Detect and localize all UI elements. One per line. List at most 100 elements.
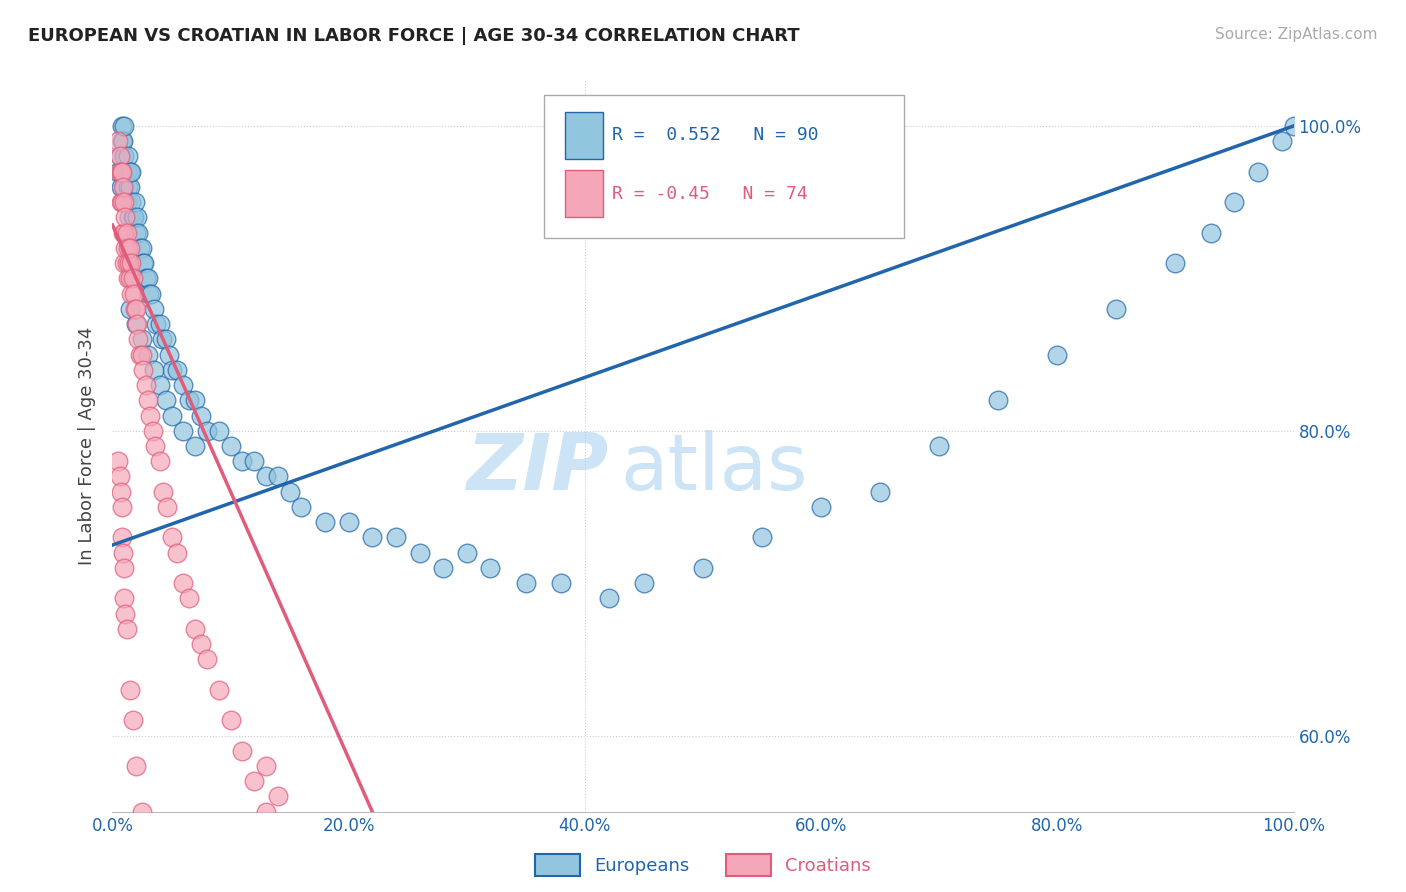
Point	[598, 591, 620, 606]
Text: Source: ZipAtlas.com: Source: ZipAtlas.com	[1215, 27, 1378, 42]
Text: atlas: atlas	[620, 430, 808, 506]
Point	[869, 484, 891, 499]
Point	[290, 500, 312, 514]
FancyBboxPatch shape	[565, 112, 603, 159]
Point	[138, 286, 160, 301]
Point	[152, 484, 174, 499]
Point	[160, 363, 183, 377]
Point	[1282, 119, 1305, 133]
Point	[267, 835, 290, 849]
Point	[125, 317, 148, 331]
Point	[142, 301, 165, 316]
Point	[1223, 195, 1246, 210]
Point	[361, 530, 384, 544]
Point	[132, 256, 155, 270]
Point	[127, 317, 149, 331]
Point	[112, 149, 135, 163]
Point	[219, 439, 242, 453]
Point	[142, 363, 165, 377]
Point	[278, 484, 301, 499]
Point	[267, 789, 290, 804]
Point	[107, 134, 129, 148]
Point	[131, 332, 153, 346]
Point	[112, 195, 135, 210]
Point	[633, 576, 655, 591]
Point	[184, 622, 207, 636]
Point	[122, 211, 145, 225]
Point	[111, 500, 134, 514]
Point	[160, 530, 183, 544]
Point	[112, 256, 135, 270]
Point	[135, 378, 157, 392]
Point	[692, 561, 714, 575]
Point	[385, 530, 408, 544]
FancyBboxPatch shape	[544, 95, 904, 237]
Point	[114, 241, 136, 255]
Point	[172, 378, 194, 392]
Point	[243, 454, 266, 468]
Point	[107, 165, 129, 179]
Point	[120, 165, 142, 179]
Point	[142, 424, 165, 438]
Point	[1271, 134, 1294, 148]
Text: ZIP: ZIP	[467, 430, 609, 506]
Point	[120, 682, 142, 697]
Point	[112, 134, 135, 148]
Point	[987, 393, 1010, 408]
Point	[139, 409, 162, 423]
Point	[149, 378, 172, 392]
Point	[1199, 226, 1222, 240]
Point	[515, 576, 537, 591]
Point	[122, 286, 145, 301]
Text: R =  0.552   N = 90: R = 0.552 N = 90	[612, 126, 818, 145]
Point	[550, 576, 572, 591]
Point	[120, 256, 142, 270]
Point	[120, 195, 142, 210]
Point	[810, 500, 832, 514]
Point	[179, 591, 201, 606]
Point	[136, 393, 159, 408]
Point	[184, 439, 207, 453]
Point	[120, 241, 142, 255]
Point	[114, 607, 136, 621]
Point	[254, 759, 277, 773]
Point	[208, 424, 231, 438]
Point	[195, 424, 218, 438]
Point	[120, 301, 142, 316]
Point	[157, 348, 180, 362]
Point	[928, 439, 950, 453]
Point	[125, 759, 148, 773]
Point	[456, 546, 478, 560]
Point	[127, 211, 149, 225]
Point	[141, 286, 163, 301]
Point	[1046, 348, 1069, 362]
Point	[108, 469, 131, 483]
Point	[131, 348, 153, 362]
Point	[121, 211, 143, 225]
Point	[278, 865, 301, 880]
Point	[111, 165, 134, 179]
Point	[114, 211, 136, 225]
Point	[131, 241, 153, 255]
Point	[110, 165, 132, 179]
Point	[115, 195, 138, 210]
Y-axis label: In Labor Force | Age 30-34: In Labor Force | Age 30-34	[77, 326, 96, 566]
Point	[155, 332, 177, 346]
Point	[108, 149, 131, 163]
Point	[172, 424, 194, 438]
Point	[107, 454, 129, 468]
Point	[184, 393, 207, 408]
Point	[110, 195, 132, 210]
Point	[115, 165, 138, 179]
Point	[121, 271, 143, 285]
Point	[112, 180, 135, 194]
Point	[231, 454, 253, 468]
Point	[125, 301, 148, 316]
Point	[134, 256, 156, 270]
Point	[115, 622, 138, 636]
Point	[179, 393, 201, 408]
Point	[243, 774, 266, 789]
Point	[337, 515, 360, 529]
Point	[254, 805, 277, 819]
Point	[156, 500, 179, 514]
